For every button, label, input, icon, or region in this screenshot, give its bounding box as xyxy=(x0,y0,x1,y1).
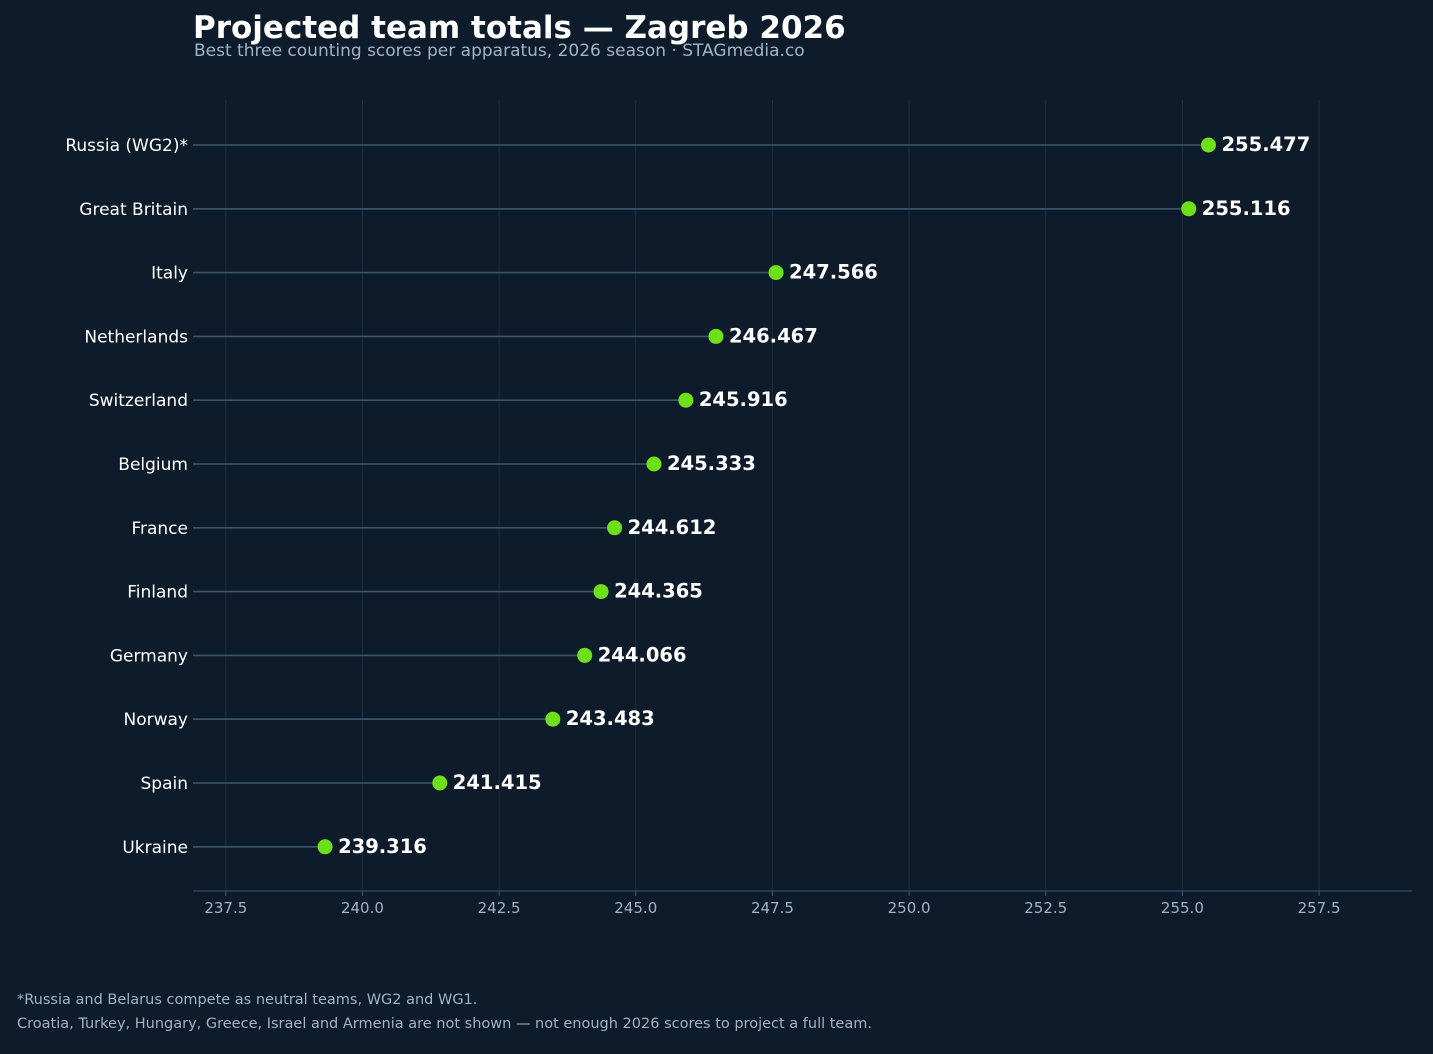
lollipop-marker xyxy=(432,775,448,791)
value-label: 241.415 xyxy=(453,771,542,794)
category-label: Netherlands xyxy=(84,327,188,347)
category-label: France xyxy=(131,519,188,539)
category-label: Italy xyxy=(151,264,188,284)
value-label: 255.477 xyxy=(1221,133,1310,156)
label-layer: Russia (WG2)* 255.477 Great Britain 255.116… xyxy=(65,133,1310,858)
category-label: Norway xyxy=(124,710,189,730)
category-label: Finland xyxy=(127,583,188,603)
value-label: 244.066 xyxy=(598,643,687,666)
lollipop-marker xyxy=(1181,201,1197,217)
lollipop-chart: 237.5 240.0 242.5 245.0 247.5 250.0 252.5 255.0… xyxy=(65,100,1412,917)
axis-layer: 237.5 240.0 242.5 245.0 247.5 250.0 252.5 255.0… xyxy=(193,890,1412,917)
lollipop-marker xyxy=(607,520,623,536)
x-tick-label: 247.5 xyxy=(751,899,794,917)
lollipop-marker xyxy=(593,584,609,600)
value-label: 245.916 xyxy=(699,388,788,411)
stem-layer xyxy=(193,144,1209,848)
chart-title: Projected team totals — Zagreb 2026 xyxy=(193,10,846,46)
value-label: 245.333 xyxy=(667,452,756,475)
lollipop-marker xyxy=(577,647,593,663)
category-label: Belgium xyxy=(118,455,188,475)
category-label: Germany xyxy=(110,646,188,666)
x-tick-label: 257.5 xyxy=(1298,899,1341,917)
value-label: 244.612 xyxy=(628,516,717,539)
category-label: Great Britain xyxy=(79,200,188,220)
value-label: 255.116 xyxy=(1202,197,1291,220)
lollipop-marker xyxy=(646,456,662,472)
lollipop-marker xyxy=(768,265,784,281)
grid-layer xyxy=(225,100,1320,891)
value-label: 239.316 xyxy=(338,835,427,858)
x-tick-label: 252.5 xyxy=(1024,899,1067,917)
lollipop-marker xyxy=(1200,137,1216,153)
value-label: 246.467 xyxy=(729,324,818,347)
category-label: Ukraine xyxy=(122,838,188,858)
x-tick-label: 250.0 xyxy=(888,899,931,917)
category-label: Russia (WG2)* xyxy=(65,136,188,156)
value-label: 244.365 xyxy=(614,580,703,603)
footnote-neutral-teams: *Russia and Belarus compete as neutral t… xyxy=(17,992,478,1008)
x-tick-label: 242.5 xyxy=(478,899,521,917)
x-tick-label: 245.0 xyxy=(614,899,657,917)
marker-layer xyxy=(317,137,1216,855)
lollipop-marker xyxy=(708,328,724,344)
lollipop-marker xyxy=(317,839,333,855)
value-label: 243.483 xyxy=(566,707,655,730)
footnote-not-shown: Croatia, Turkey, Hungary, Greece, Israel… xyxy=(17,1016,872,1032)
x-tick-label: 237.5 xyxy=(204,899,247,917)
x-tick-label: 255.0 xyxy=(1161,899,1204,917)
lollipop-marker xyxy=(678,392,694,408)
category-label: Spain xyxy=(141,774,189,794)
x-tick-label: 240.0 xyxy=(341,899,384,917)
chart-subtitle: Best three counting scores per apparatus… xyxy=(194,41,805,61)
value-label: 247.566 xyxy=(789,261,878,284)
lollipop-marker xyxy=(545,711,561,727)
category-label: Switzerland xyxy=(89,391,188,411)
